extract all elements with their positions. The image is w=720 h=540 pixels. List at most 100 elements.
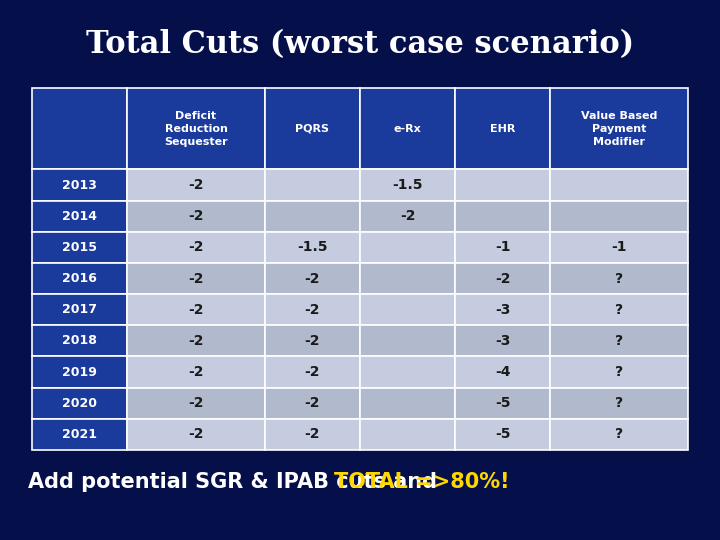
Text: -2: -2: [188, 240, 204, 254]
Bar: [551, 88, 688, 170]
Text: 2021: 2021: [62, 428, 97, 441]
Text: -2: -2: [188, 396, 204, 410]
Text: 2018: 2018: [62, 334, 97, 347]
Bar: [455, 325, 551, 356]
Text: 2013: 2013: [62, 179, 97, 192]
Bar: [32, 294, 127, 325]
Bar: [127, 88, 265, 170]
Text: -1: -1: [611, 240, 627, 254]
Bar: [455, 356, 551, 388]
Bar: [455, 201, 551, 232]
Text: ?: ?: [615, 428, 624, 441]
Text: ?: ?: [615, 272, 624, 286]
Bar: [265, 232, 360, 263]
Text: -2: -2: [188, 272, 204, 286]
Text: 2016: 2016: [62, 272, 97, 285]
Bar: [551, 419, 688, 450]
Text: -2: -2: [305, 303, 320, 317]
Bar: [551, 263, 688, 294]
Bar: [32, 325, 127, 356]
Text: 2015: 2015: [62, 241, 97, 254]
Text: -2: -2: [188, 303, 204, 317]
Text: -2: -2: [188, 209, 204, 223]
Bar: [551, 388, 688, 419]
Text: -3: -3: [495, 303, 510, 317]
Bar: [551, 356, 688, 388]
Bar: [551, 170, 688, 201]
Bar: [127, 263, 265, 294]
Text: PQRS: PQRS: [295, 124, 329, 134]
Bar: [455, 388, 551, 419]
Text: Deficit
Reduction
Sequester: Deficit Reduction Sequester: [164, 111, 228, 147]
Bar: [265, 263, 360, 294]
Bar: [127, 356, 265, 388]
Text: -4: -4: [495, 365, 510, 379]
Text: -2: -2: [305, 365, 320, 379]
Bar: [360, 325, 455, 356]
Bar: [265, 388, 360, 419]
Bar: [360, 232, 455, 263]
Text: EHR: EHR: [490, 124, 516, 134]
Bar: [127, 170, 265, 201]
Text: -2: -2: [188, 334, 204, 348]
Bar: [265, 88, 360, 170]
Text: -5: -5: [495, 396, 510, 410]
Text: -1.5: -1.5: [392, 178, 423, 192]
Text: 2017: 2017: [62, 303, 97, 316]
Text: -2: -2: [188, 428, 204, 441]
Bar: [455, 232, 551, 263]
Bar: [455, 263, 551, 294]
Text: -2: -2: [188, 365, 204, 379]
Text: -2: -2: [305, 428, 320, 441]
Bar: [32, 170, 127, 201]
Bar: [32, 201, 127, 232]
Bar: [265, 170, 360, 201]
Bar: [551, 294, 688, 325]
Bar: [455, 294, 551, 325]
Bar: [360, 294, 455, 325]
Bar: [360, 201, 455, 232]
Bar: [32, 88, 127, 170]
Bar: [360, 419, 455, 450]
Text: 2020: 2020: [62, 397, 97, 410]
Bar: [265, 201, 360, 232]
Bar: [455, 88, 551, 170]
Bar: [265, 356, 360, 388]
Text: -2: -2: [188, 178, 204, 192]
Text: -2: -2: [305, 396, 320, 410]
Text: Total Cuts (worst case scenario): Total Cuts (worst case scenario): [86, 30, 634, 60]
Text: Value Based
Payment
Modifier: Value Based Payment Modifier: [581, 111, 657, 147]
Text: ?: ?: [615, 396, 624, 410]
Text: Add potential SGR & IPAB cuts and: Add potential SGR & IPAB cuts and: [28, 472, 444, 492]
Text: -3: -3: [495, 334, 510, 348]
Bar: [127, 201, 265, 232]
Bar: [360, 388, 455, 419]
Bar: [127, 388, 265, 419]
Bar: [360, 263, 455, 294]
Text: -2: -2: [305, 334, 320, 348]
Text: -2: -2: [305, 272, 320, 286]
Text: ?: ?: [615, 365, 624, 379]
Bar: [32, 419, 127, 450]
Bar: [455, 419, 551, 450]
Text: -1.5: -1.5: [297, 240, 328, 254]
Bar: [455, 170, 551, 201]
Text: e-Rx: e-Rx: [394, 124, 421, 134]
Bar: [127, 294, 265, 325]
Bar: [32, 232, 127, 263]
Text: -2: -2: [400, 209, 415, 223]
Bar: [551, 201, 688, 232]
Bar: [360, 356, 455, 388]
Bar: [32, 388, 127, 419]
Bar: [32, 263, 127, 294]
Text: 2019: 2019: [62, 366, 97, 379]
Text: -2: -2: [495, 272, 510, 286]
Bar: [551, 325, 688, 356]
Text: -5: -5: [495, 428, 510, 441]
Text: ?: ?: [615, 334, 624, 348]
Bar: [127, 325, 265, 356]
Bar: [360, 88, 455, 170]
Bar: [127, 419, 265, 450]
Bar: [265, 294, 360, 325]
Text: ?: ?: [615, 303, 624, 317]
